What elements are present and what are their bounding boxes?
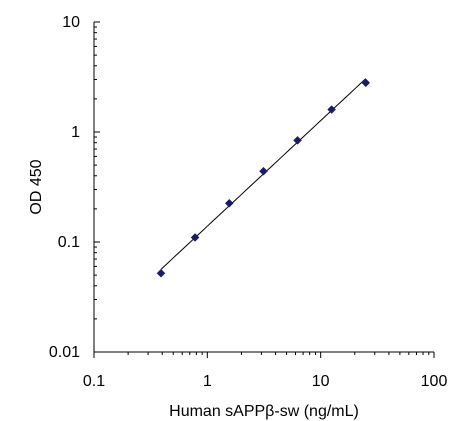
y-tick-labels: 0.01 0.1 1 10 [49, 14, 80, 361]
axes [93, 21, 435, 358]
data-point [361, 78, 371, 88]
x-axis-title: Human sAPPβ-sw (ng/mL) [169, 403, 359, 420]
y-axis-title: OD 450 [28, 159, 45, 214]
x-tick-label: 0.1 [83, 373, 105, 390]
y-tick-label: 1 [71, 124, 80, 141]
y-tick-label: 0.01 [49, 344, 80, 361]
x-tick-label: 1 [203, 373, 212, 390]
data-point [156, 268, 166, 278]
data-point [224, 198, 234, 208]
y-tick-label: 0.1 [58, 234, 80, 251]
data-point [293, 135, 302, 145]
x-tick-label: 100 [421, 373, 448, 390]
data-point [190, 233, 200, 242]
data-point [327, 105, 337, 114]
y-tick-label: 10 [62, 14, 80, 31]
data-points [156, 78, 371, 278]
x-tick-label: 10 [312, 373, 330, 390]
x-tick-labels: 0.1 1 10 100 [83, 373, 448, 390]
plot-area [94, 22, 434, 352]
data-point [259, 166, 268, 176]
